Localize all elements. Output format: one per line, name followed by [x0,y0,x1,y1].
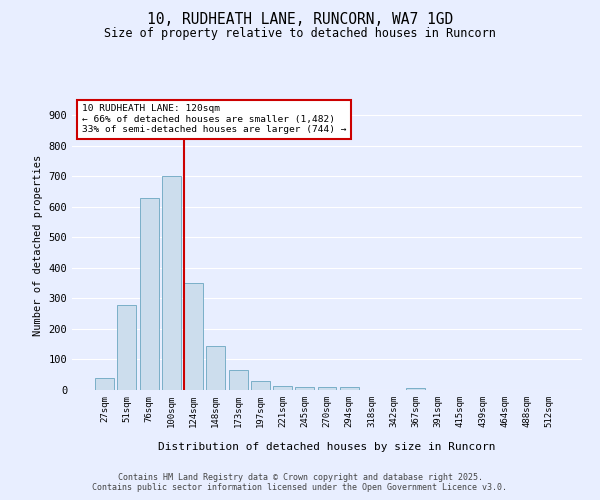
Bar [317,387,337,390]
Text: 10, RUDHEATH LANE, RUNCORN, WA7 1GD: 10, RUDHEATH LANE, RUNCORN, WA7 1GD [147,12,453,28]
Bar [251,381,270,390]
Bar [206,346,225,390]
Bar [162,176,181,390]
Bar [118,304,136,390]
Bar [184,283,203,390]
Text: Contains HM Land Registry data © Crown copyright and database right 2025.
Contai: Contains HM Land Registry data © Crown c… [92,472,508,492]
Bar [340,387,359,390]
Bar [406,388,425,390]
Bar [229,370,248,390]
Bar [95,378,114,390]
Bar [273,386,292,390]
Y-axis label: Number of detached properties: Number of detached properties [33,154,43,336]
Text: Distribution of detached houses by size in Runcorn: Distribution of detached houses by size … [158,442,496,452]
Text: 10 RUDHEATH LANE: 120sqm
← 66% of detached houses are smaller (1,482)
33% of sem: 10 RUDHEATH LANE: 120sqm ← 66% of detach… [82,104,347,134]
Text: Size of property relative to detached houses in Runcorn: Size of property relative to detached ho… [104,28,496,40]
Bar [295,387,314,390]
Bar [140,198,158,390]
